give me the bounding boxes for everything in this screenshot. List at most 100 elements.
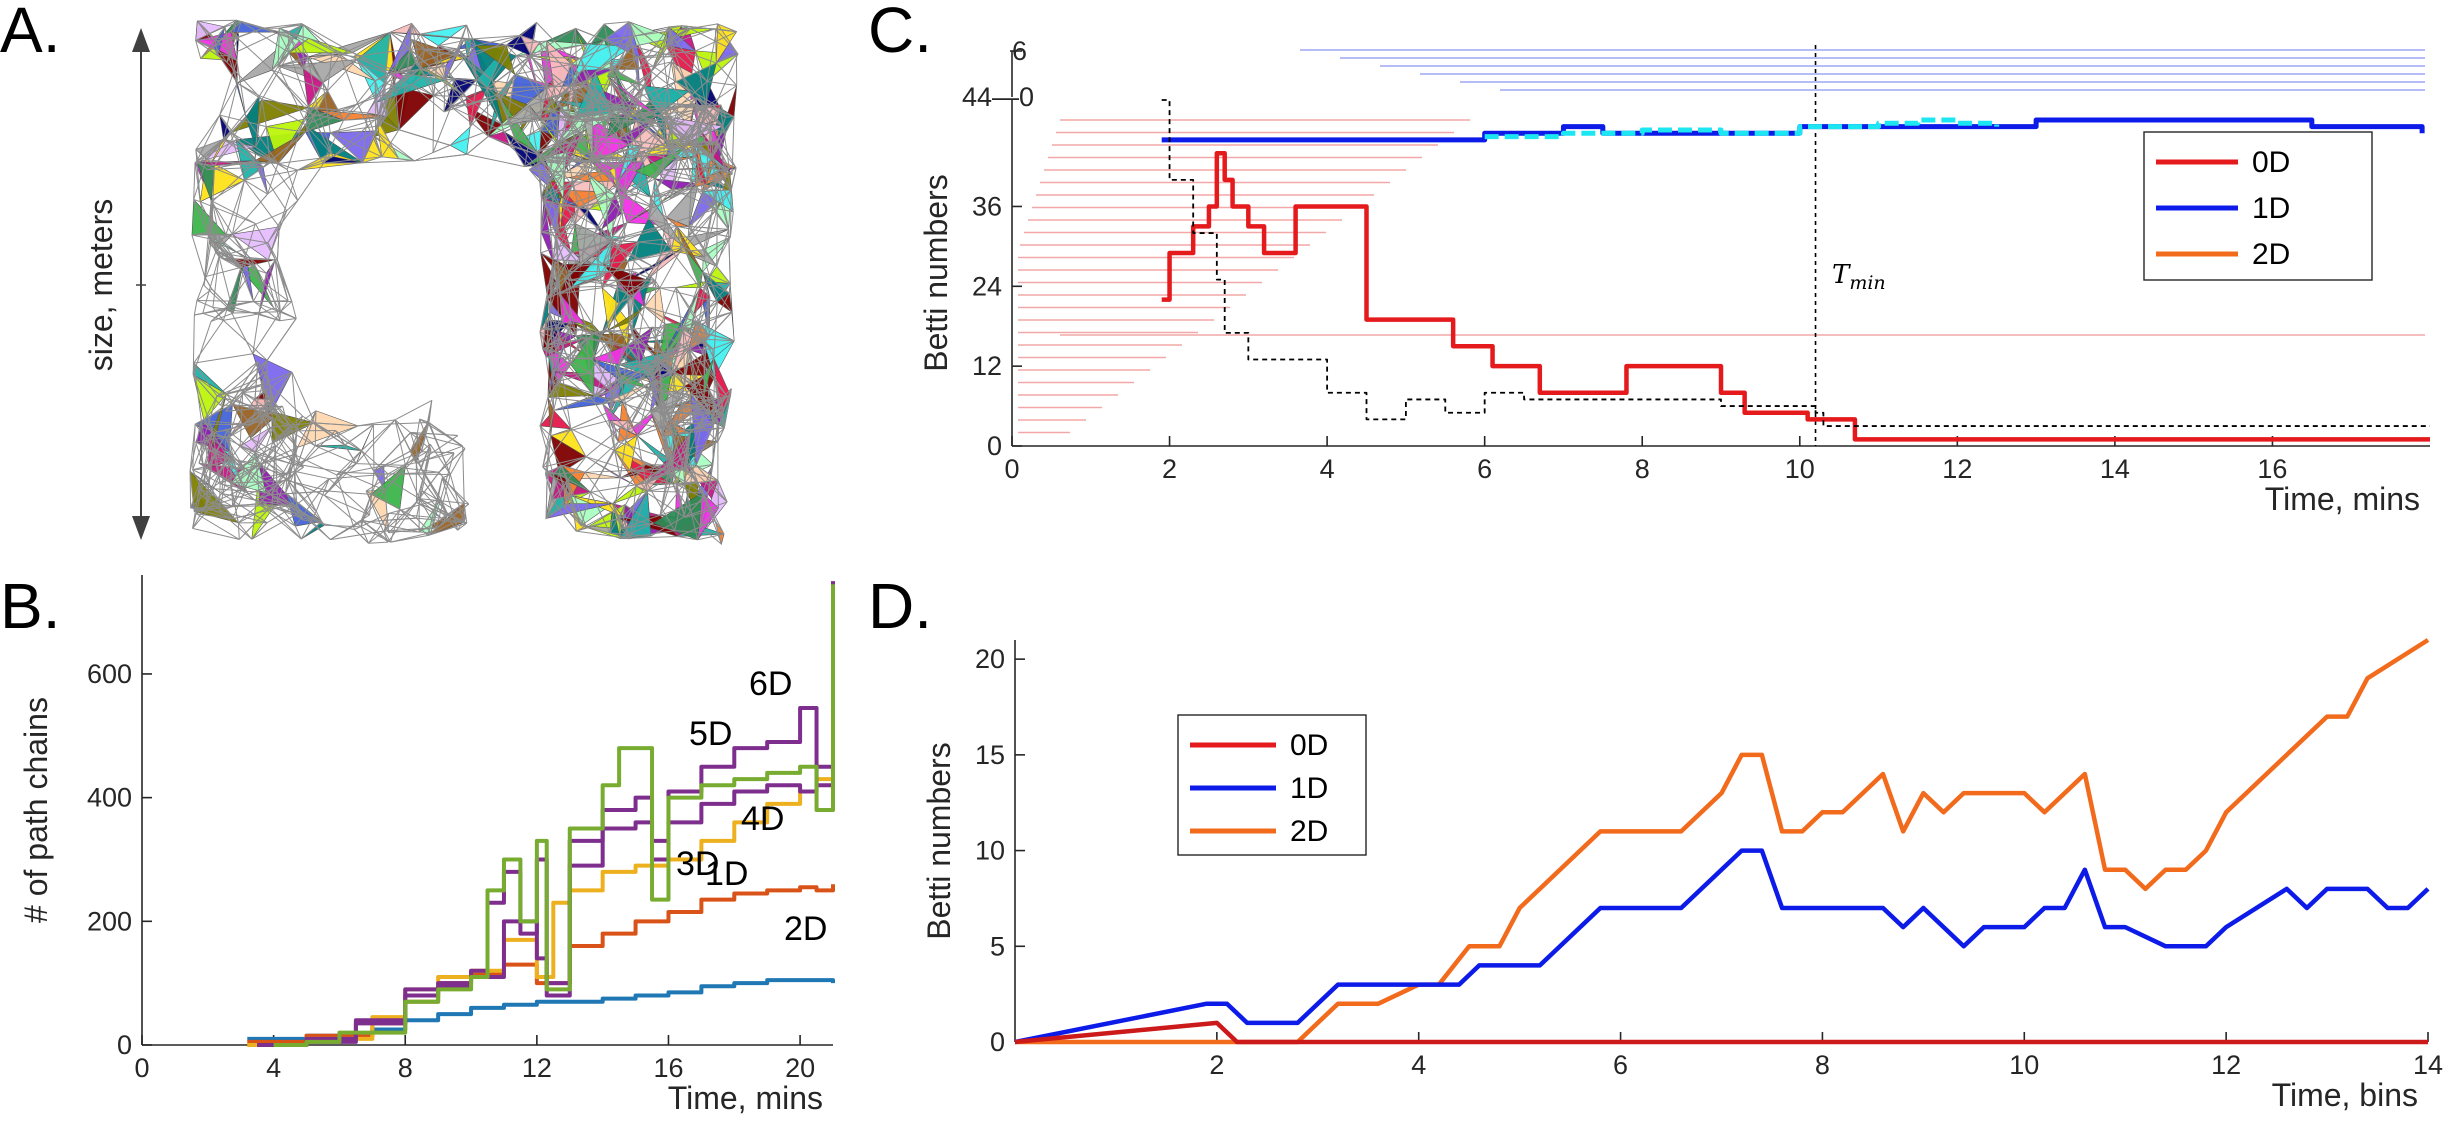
complex-edge bbox=[428, 65, 435, 96]
complex-edge bbox=[289, 430, 316, 447]
complex-edge bbox=[545, 356, 592, 360]
complex-edge bbox=[386, 84, 412, 117]
complex-edge bbox=[711, 405, 717, 425]
complex-edge bbox=[307, 82, 324, 108]
series-line-dashed bbox=[1161, 99, 2430, 427]
complex-edge bbox=[635, 71, 652, 107]
complex-edge bbox=[650, 157, 678, 198]
complex-edge bbox=[343, 82, 386, 121]
complex-edge bbox=[244, 179, 268, 195]
complex-edge bbox=[252, 311, 281, 355]
complex-edge bbox=[330, 514, 370, 541]
complex-edge bbox=[647, 349, 689, 377]
complex-edge bbox=[218, 459, 231, 512]
complex-edge bbox=[577, 98, 593, 134]
complex-edge bbox=[209, 233, 233, 245]
complex-edge bbox=[235, 469, 249, 495]
y-tick-label: 12 bbox=[972, 351, 1002, 381]
complex-edge bbox=[540, 176, 563, 233]
complex-edge bbox=[615, 186, 651, 198]
complex-edge bbox=[330, 530, 385, 541]
complex-edge bbox=[410, 421, 429, 452]
complex-edge bbox=[202, 300, 254, 314]
complex-edge bbox=[278, 54, 332, 67]
complex-edge bbox=[650, 516, 685, 537]
complex-edge bbox=[698, 180, 715, 200]
complex-edge bbox=[305, 103, 359, 126]
complex-edge bbox=[438, 38, 473, 47]
complex-edge bbox=[215, 234, 227, 250]
complex-edge bbox=[294, 471, 317, 512]
complex-edge bbox=[632, 46, 676, 57]
complex-edge bbox=[223, 95, 260, 140]
complex-edge bbox=[277, 163, 288, 171]
complex-edge bbox=[713, 377, 728, 397]
complex-edge bbox=[214, 432, 260, 456]
complex-edge bbox=[383, 450, 411, 467]
complex-edge bbox=[720, 104, 727, 118]
complex-edge bbox=[555, 139, 565, 145]
complex-edge bbox=[231, 180, 245, 235]
complex-edge bbox=[189, 423, 196, 472]
complex-edge bbox=[645, 463, 670, 466]
complex-edge bbox=[591, 338, 611, 360]
complex-edge bbox=[637, 106, 665, 122]
complex-edge bbox=[552, 204, 560, 260]
complex-edge bbox=[543, 158, 574, 201]
complex-edge bbox=[652, 327, 664, 353]
complex-edge bbox=[567, 80, 578, 119]
complex-edge bbox=[224, 26, 238, 84]
complex-edge bbox=[716, 266, 731, 284]
complex-edge bbox=[554, 69, 584, 87]
complex-edge bbox=[626, 194, 638, 223]
complex-edge bbox=[301, 23, 353, 54]
x-tick-label: 14 bbox=[2100, 454, 2130, 484]
panel-b-label: B. bbox=[0, 570, 60, 642]
complex-edge bbox=[559, 204, 579, 209]
complex-edge bbox=[677, 536, 698, 541]
complex-edge bbox=[557, 162, 610, 171]
complex-edge bbox=[582, 69, 607, 105]
complex-edge bbox=[445, 77, 455, 81]
complex-edge bbox=[457, 38, 465, 50]
complex-edge bbox=[559, 236, 604, 265]
complex-edge bbox=[585, 456, 631, 471]
complex-edge bbox=[712, 424, 714, 465]
complex-edge bbox=[441, 477, 467, 517]
complex-edge bbox=[631, 333, 670, 372]
complex-edge bbox=[235, 426, 272, 470]
complex-triangle bbox=[608, 306, 645, 331]
legend-d-label-1D: 1D bbox=[1290, 772, 1328, 805]
x-tick-label: 6 bbox=[1613, 1050, 1628, 1080]
complex-edge bbox=[547, 471, 554, 475]
complex-edge bbox=[277, 500, 322, 523]
complex-edge bbox=[650, 410, 703, 416]
complex-edge bbox=[463, 503, 467, 517]
complex-edge bbox=[540, 181, 550, 233]
complex-edge bbox=[555, 338, 560, 352]
complex-edge bbox=[663, 105, 706, 108]
complex-edge bbox=[230, 459, 234, 484]
complex-edge bbox=[301, 521, 323, 540]
complex-edge bbox=[189, 420, 202, 472]
complex-edge bbox=[296, 428, 316, 447]
complex-edge bbox=[223, 82, 238, 140]
complex-edge bbox=[383, 513, 390, 532]
complex-edge bbox=[613, 35, 634, 70]
complex-edge bbox=[309, 112, 344, 121]
complex-edge bbox=[254, 452, 261, 465]
complex-edge bbox=[612, 285, 618, 345]
x-tick-label: 4 bbox=[1320, 454, 1335, 484]
y-tick-label: 600 bbox=[87, 659, 132, 689]
tmin-annotation: Tmin bbox=[1832, 260, 1886, 294]
complex-edge bbox=[362, 160, 415, 164]
complex-edge bbox=[219, 463, 261, 485]
complex-edge bbox=[221, 492, 255, 501]
complex-edge bbox=[240, 268, 254, 302]
complex-edge bbox=[640, 363, 670, 372]
complex-edge bbox=[649, 101, 672, 121]
complex-edge bbox=[542, 159, 594, 164]
complex-edge bbox=[668, 26, 677, 57]
complex-edge bbox=[324, 472, 344, 496]
complex-edge bbox=[277, 113, 310, 164]
